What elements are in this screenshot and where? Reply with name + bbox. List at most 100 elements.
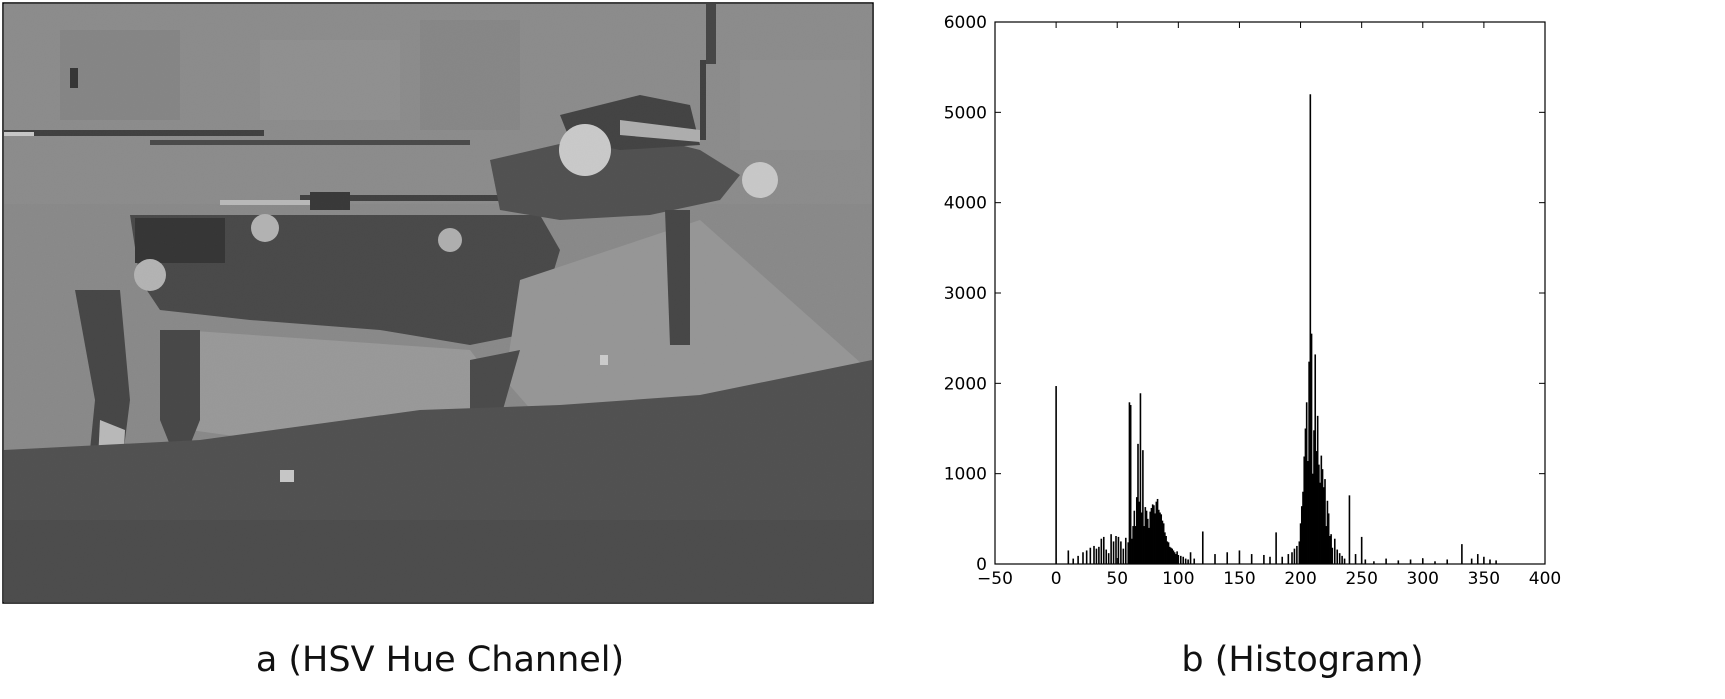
histogram-bar [1348,495,1351,564]
histogram-bar [1173,552,1176,564]
histogram-bar [1102,536,1105,564]
histogram-bar [1476,554,1479,564]
histogram-chart: −50 0 50 100 150 200 250 300 350 4000100020003000… [944,13,1561,589]
histogram-bar [1107,553,1110,564]
histogram-bar [1105,549,1108,564]
histogram-bar [1098,546,1100,564]
plot-frame [994,21,1546,565]
histogram-bar [1142,450,1144,564]
histogram-bar [1303,456,1306,564]
histogram-bar [1148,527,1150,564]
x-tick-label: −50 [977,569,1013,589]
histogram-bar [1179,555,1182,564]
histogram-bar [1331,547,1334,564]
histogram-bar [1189,552,1192,564]
histogram-bar [1309,94,1312,565]
histogram-bar [1095,548,1098,564]
y-tick-label: 1000 [944,465,987,485]
x-tick-label: 50 [1106,569,1128,589]
histogram-bar [1154,513,1156,564]
histogram-bar [1110,534,1112,564]
histogram-bar [1137,443,1139,564]
histogram-bar [1153,505,1155,564]
histogram-bar [1226,552,1229,564]
histogram-bar [1495,560,1497,564]
histogram-bar [1129,405,1132,564]
histogram-bar [1318,464,1320,564]
histogram-bar [1112,541,1115,564]
histogram-bar [1149,511,1152,564]
x-tick-label: 0 [1051,569,1062,589]
histogram-bar [1145,510,1148,564]
histogram-bar [1143,526,1145,564]
y-tick-label: 5000 [944,103,987,123]
histogram-bar [1315,451,1318,564]
histogram-bar [1127,542,1130,564]
histogram-bar [1489,559,1491,564]
histogram-bar [1085,550,1088,564]
histogram-bar [1275,532,1277,564]
histogram-bar [1299,523,1302,564]
histogram-bar [1326,500,1329,564]
histogram-bar [1302,491,1304,564]
histogram-bar [1201,531,1204,564]
x-tick-label: 400 [1529,569,1561,589]
histogram-bar [1291,552,1293,564]
x-tick-label: 200 [1284,569,1316,589]
y-tick-label: 6000 [944,13,987,33]
histogram-bar [1214,554,1216,564]
histogram-bar [1341,555,1343,564]
histogram-bar [1327,513,1330,564]
histogram-bar [1300,506,1303,564]
histogram-bar [1298,541,1301,564]
histogram-bar [1263,554,1265,564]
histogram-bar [1166,541,1169,564]
histogram-bar [1144,507,1147,564]
histogram-bar [1293,548,1296,564]
histogram-bar [1269,556,1271,564]
histogram-bar [1165,536,1167,564]
histogram-bar [1077,555,1079,564]
histogram-bar [1187,559,1189,564]
histogram-bar [1320,455,1323,564]
histogram-bar [1160,514,1163,564]
histogram-bar [1132,526,1134,564]
histogram-bar [1333,538,1336,564]
histogram-bar [1157,509,1160,564]
histogram-bar [1287,554,1290,564]
histogram-bar [1055,386,1057,564]
histogram-bar [1182,556,1185,564]
histogram-bar [1250,554,1253,564]
hue-channel-image [2,2,874,604]
histogram-bar [1184,558,1187,564]
x-tick-label: 150 [1223,569,1255,589]
histogram-bar [1308,361,1310,564]
histogram-bar [1296,545,1298,564]
histogram-bar [1170,547,1172,564]
histogram-bar [1324,479,1326,564]
histogram-bar [1161,520,1164,564]
histogram-bar [1176,551,1178,564]
caption-histogram: b (Histogram) [1181,640,1424,680]
histogram-bar [1322,487,1325,564]
histogram-bar [1168,546,1171,564]
histogram-bar [1238,550,1241,564]
histogram-bar [1281,556,1284,564]
histogram-bar [1338,553,1341,564]
histogram-bar [1155,501,1158,564]
histogram-bar [1307,461,1309,564]
histogram-bar [1316,415,1319,564]
histogram-bar [1115,536,1117,564]
histogram-bar [1134,526,1137,564]
histogram-bar [1193,558,1196,564]
histogram-bar [1124,537,1127,564]
histogram-bar [1162,523,1165,564]
histogram-bar [1434,561,1436,564]
histogram-bar [1175,554,1177,564]
histogram-bar [1325,526,1328,564]
histogram-bar [1138,501,1141,564]
histogram-bar [1319,482,1321,564]
histogram-bar [1364,559,1367,564]
histogram-bar [1089,547,1092,564]
histogram-bar [1133,510,1136,564]
